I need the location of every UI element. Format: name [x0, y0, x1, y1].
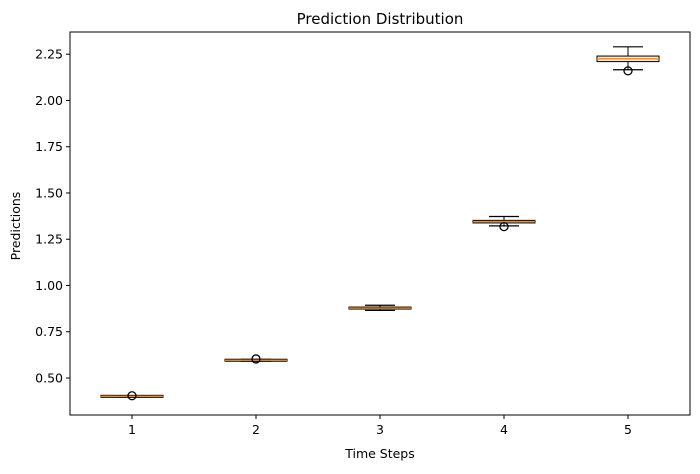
- y-axis-label: Predictions: [8, 192, 23, 261]
- x-tick-label-4: 5: [624, 422, 632, 437]
- axes-frame: [69, 31, 691, 416]
- x-tick-label-1: 2: [252, 422, 260, 437]
- x-tick-label-3: 4: [500, 422, 508, 437]
- plot-area: 0.50 0.75 1.00 1.25 1.50 1.75 2.00 2.25 1 2 3 4 5: [35, 31, 691, 437]
- x-axis-label: Time Steps: [344, 446, 415, 461]
- x-tick-label-0: 1: [128, 422, 136, 437]
- outlier-point-4-0: [499, 221, 509, 232]
- y-tick-label-4: 1.50: [35, 185, 63, 200]
- y-tick-label-3: 1.25: [35, 232, 63, 247]
- y-tick-label-1: 0.75: [35, 324, 63, 339]
- y-tick-label-7: 2.25: [35, 47, 63, 62]
- y-tick-label-2: 1.00: [35, 278, 63, 293]
- y-tick-label-5: 1.75: [35, 139, 63, 154]
- y-tick-label-6: 2.00: [35, 93, 63, 108]
- x-tick-label-2: 3: [376, 422, 384, 437]
- outlier-point-1-0: [127, 391, 137, 401]
- outlier-point-2-0: [251, 354, 261, 364]
- y-tick-label-0: 0.50: [35, 370, 63, 385]
- chart-title: Prediction Distribution: [297, 10, 464, 28]
- outlier-point-5-0: [623, 66, 633, 76]
